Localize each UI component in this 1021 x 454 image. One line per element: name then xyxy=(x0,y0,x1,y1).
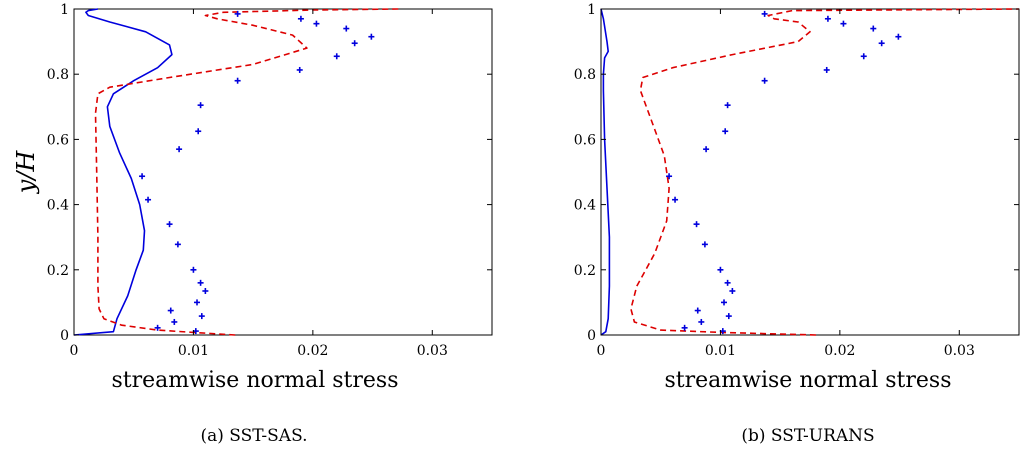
x-tick-label: 0 xyxy=(70,343,79,359)
data-point xyxy=(703,146,710,153)
plot-area-b xyxy=(600,8,1020,336)
data-point xyxy=(154,324,161,331)
x-tick-label: 0.01 xyxy=(705,343,736,359)
y-tick-label: 0 xyxy=(587,328,596,344)
data-point xyxy=(725,313,732,320)
data-point xyxy=(171,318,178,325)
data-point xyxy=(313,20,320,27)
chart-panel-b: 0 0.01 0.02 0.03 0 0.2 0.4 0.6 0.8 1 streamwise n… xyxy=(574,2,1020,446)
x-axis-label-b: streamwise normal stress xyxy=(665,368,952,393)
data-point xyxy=(194,299,201,306)
caption-a: (a) SST-SAS. xyxy=(200,426,307,446)
data-point xyxy=(351,40,358,47)
data-point xyxy=(197,279,204,286)
y-tick-label: 0.6 xyxy=(574,132,596,148)
ticks-a: 0 0.01 0.02 0.03 0 0.2 0.4 0.6 0.8 1 xyxy=(47,2,492,359)
data-point xyxy=(139,173,146,180)
data-point xyxy=(297,15,304,22)
plot-area-a xyxy=(73,8,493,336)
x-tick-label: 0.02 xyxy=(824,343,855,359)
data-point xyxy=(717,266,724,273)
y-tick-label: 0.6 xyxy=(47,132,69,148)
solid-series-line-b xyxy=(600,8,611,336)
data-point xyxy=(234,10,241,17)
data-point xyxy=(878,40,885,47)
data-point xyxy=(145,196,152,203)
data-point xyxy=(761,10,768,17)
axes-frame-a xyxy=(73,8,493,336)
x-tick-label: 0.03 xyxy=(417,343,448,359)
data-point xyxy=(176,146,183,153)
x-tick-label: 0.02 xyxy=(297,343,328,359)
data-point xyxy=(823,66,830,73)
marks-a xyxy=(73,8,399,336)
data-point xyxy=(202,287,209,294)
data-point xyxy=(722,128,729,135)
data-point xyxy=(166,221,173,228)
data-point xyxy=(724,102,731,109)
data-point xyxy=(693,221,700,228)
data-point xyxy=(729,287,736,294)
data-point xyxy=(860,53,867,60)
data-point xyxy=(190,266,197,273)
data-point xyxy=(296,66,303,73)
y-tick-label: 0.8 xyxy=(574,67,596,83)
axes-frame-b xyxy=(600,8,1020,336)
series-markers-a xyxy=(139,10,375,335)
y-axis-label-a: y/H xyxy=(12,150,40,195)
marks-b xyxy=(600,8,1020,336)
data-point xyxy=(721,299,728,306)
y-tick-label: 0.2 xyxy=(47,263,69,279)
x-axis-label-a: streamwise normal stress xyxy=(112,368,399,393)
data-point xyxy=(343,25,350,32)
data-point xyxy=(701,241,708,248)
y-tick-label: 0.8 xyxy=(47,67,69,83)
data-point xyxy=(895,33,902,40)
data-point xyxy=(681,324,688,331)
caption-b: (b) SST-URANS xyxy=(741,426,874,446)
data-point xyxy=(666,173,673,180)
data-point xyxy=(167,307,174,314)
data-point xyxy=(840,20,847,27)
data-point xyxy=(174,241,181,248)
y-tick-label: 0 xyxy=(60,328,69,344)
y-tick-label: 1 xyxy=(60,2,69,18)
chart-panel-a: 0 0.01 0.02 0.03 0 0.2 0.4 0.6 0.8 1 streamwise n… xyxy=(12,2,493,446)
x-tick-label: 0.03 xyxy=(944,343,975,359)
y-tick-label: 0.2 xyxy=(574,263,596,279)
data-point xyxy=(698,318,705,325)
data-point xyxy=(761,77,768,84)
solid-series-line-a xyxy=(73,8,173,336)
dashed-series-line-a xyxy=(94,8,399,336)
dashed-series-line-b xyxy=(630,8,1020,336)
data-point xyxy=(195,128,202,135)
data-point xyxy=(197,102,204,109)
data-point xyxy=(724,279,731,286)
data-point xyxy=(333,53,340,60)
x-tick-label: 0.01 xyxy=(178,343,209,359)
data-point xyxy=(870,25,877,32)
data-point xyxy=(198,313,205,320)
data-point xyxy=(824,15,831,22)
series-markers-b xyxy=(666,10,902,335)
y-tick-label: 0.4 xyxy=(574,198,596,214)
x-tick-label: 0 xyxy=(597,343,606,359)
data-point xyxy=(368,33,375,40)
data-point xyxy=(672,196,679,203)
y-tick-label: 0.4 xyxy=(47,198,69,214)
data-point xyxy=(234,77,241,84)
data-point xyxy=(694,307,701,314)
ticks-b: 0 0.01 0.02 0.03 0 0.2 0.4 0.6 0.8 1 xyxy=(574,2,1019,359)
y-tick-label: 1 xyxy=(587,2,596,18)
